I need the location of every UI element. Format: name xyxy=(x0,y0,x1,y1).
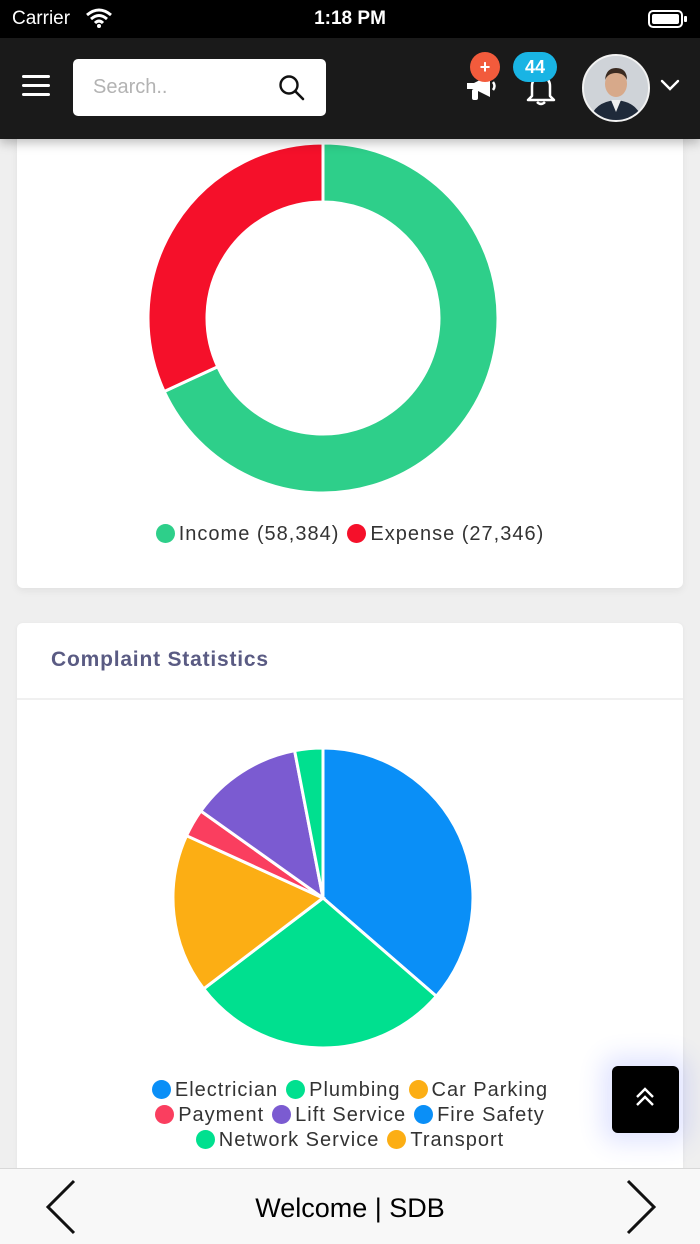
slice-expense[interactable] xyxy=(146,141,325,394)
slice-plumbing[interactable] xyxy=(201,896,439,1050)
slice-network-service[interactable] xyxy=(292,746,325,899)
chevron-down-icon[interactable] xyxy=(660,78,680,97)
slice-car-parking[interactable] xyxy=(171,833,326,991)
carrier-label: Carrier xyxy=(12,8,71,29)
scroll-to-top-button[interactable] xyxy=(612,1066,679,1133)
search-icon[interactable] xyxy=(278,74,306,107)
legend-label: Lift Service xyxy=(295,1104,407,1126)
legend-label: Expense (27,346) xyxy=(370,523,545,545)
legend-dot xyxy=(195,1130,215,1149)
slice-lift-service[interactable] xyxy=(198,748,326,902)
notification-count-badge: 44 xyxy=(513,52,557,82)
double-chevron-up-icon xyxy=(636,1087,654,1106)
megaphone-badge: + xyxy=(470,52,500,82)
legend-item-electrician[interactable]: Electrician xyxy=(151,1078,279,1103)
status-time: 1:18 PM xyxy=(314,8,386,29)
legend-dot xyxy=(387,1130,407,1149)
legend-item-transport[interactable]: Transport xyxy=(387,1128,504,1153)
legend-dot xyxy=(272,1105,292,1124)
legend-label: Income (58,384) xyxy=(178,523,340,545)
legend-label: Network Service xyxy=(218,1129,380,1151)
income-expense-donut-chart xyxy=(146,141,500,495)
app-header: + 44 xyxy=(0,38,700,139)
chevron-left-icon[interactable] xyxy=(42,1179,82,1240)
card-title: Complaint Statistics xyxy=(51,648,269,671)
legend-item-car-parking[interactable]: Car Parking xyxy=(408,1078,549,1103)
menu-icon[interactable] xyxy=(22,75,50,99)
income-expense-legend: Income (58,384) Expense (27,346) xyxy=(0,522,700,547)
legend-label: Car Parking xyxy=(431,1079,549,1101)
status-bar: Carrier 1:18 PM xyxy=(0,0,700,38)
complaint-pie-chart xyxy=(171,746,475,1050)
legend-dot xyxy=(155,524,175,543)
search-input[interactable] xyxy=(93,59,273,116)
legend-label: Transport xyxy=(410,1129,505,1151)
divider xyxy=(17,698,683,700)
avatar[interactable] xyxy=(582,54,650,122)
legend-label: Fire Safety xyxy=(437,1104,545,1126)
complaint-statistics-card: Complaint Statistics xyxy=(17,623,683,1183)
legend-dot xyxy=(155,1105,175,1124)
legend-row: Payment Lift Service Fire Safety xyxy=(0,1103,700,1128)
legend-item-network-service[interactable]: Network Service xyxy=(195,1128,380,1153)
legend-row: Network Service Transport xyxy=(0,1128,700,1153)
legend-dot xyxy=(347,524,367,543)
legend-item-payment[interactable]: Payment xyxy=(155,1103,264,1128)
legend-row: Electrician Plumbing Car Parking xyxy=(0,1078,700,1103)
legend-dot xyxy=(414,1105,434,1124)
legend-row: Income (58,384) Expense (27,346) xyxy=(0,522,700,547)
legend-label: Electrician xyxy=(174,1079,279,1101)
legend-item-plumbing[interactable]: Plumbing xyxy=(286,1078,400,1103)
legend-item-expense[interactable]: Expense (27,346) xyxy=(347,522,544,547)
legend-dot xyxy=(151,1080,171,1099)
battery-icon xyxy=(648,9,688,34)
nav-title: Welcome | SDB xyxy=(255,1193,445,1223)
wifi-icon xyxy=(86,8,112,33)
complaint-legend: Electrician Plumbing Car Parking Payment Lif… xyxy=(0,1078,700,1153)
chevron-right-icon[interactable] xyxy=(620,1179,660,1240)
legend-dot xyxy=(408,1080,428,1099)
legend-dot xyxy=(286,1080,306,1099)
income-expense-card xyxy=(17,100,683,588)
slice-electrician[interactable] xyxy=(321,746,475,999)
search-box xyxy=(73,59,326,116)
legend-item-lift-service[interactable]: Lift Service xyxy=(272,1103,406,1128)
legend-item-fire-safety[interactable]: Fire Safety xyxy=(414,1103,545,1128)
legend-label: Payment xyxy=(178,1104,265,1126)
legend-label: Plumbing xyxy=(309,1079,401,1101)
slice-income[interactable] xyxy=(162,141,500,495)
legend-item-income[interactable]: Income (58,384) xyxy=(155,522,340,547)
bottom-nav: Welcome | SDB xyxy=(0,1168,700,1244)
